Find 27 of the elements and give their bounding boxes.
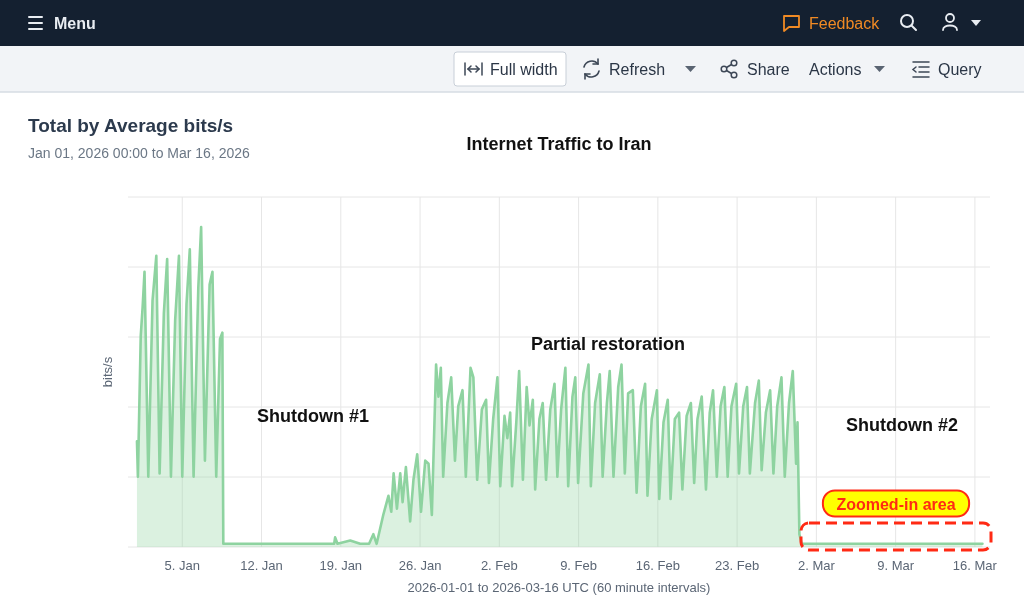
x-tick-label: 2. Mar <box>797 557 836 573</box>
y-axis-title: bits/s <box>99 356 115 388</box>
text: Feedback <box>809 14 881 32</box>
x-tick-label: 9. Mar <box>877 557 915 573</box>
text: Total by Average bits/s <box>28 114 234 136</box>
annotation: Zoomed-in area <box>836 495 956 512</box>
text: Query <box>938 60 982 78</box>
annotation: Shutdown #1 <box>257 406 369 426</box>
annotation: Partial restoration <box>530 334 686 354</box>
x-tick-label: 23. Feb <box>715 557 760 573</box>
x-tick-label: 19. Jan <box>319 557 363 573</box>
text: Refresh <box>609 60 666 78</box>
text: Actions <box>809 60 862 78</box>
x-tick-label: 9. Feb <box>560 557 598 573</box>
x-axis-title: 2026-01-01 to 2026-03-16 UTC (60 minute intervals) <box>407 579 711 595</box>
annotation: Shutdown #2 <box>846 415 958 435</box>
x-tick-label: 12. Jan <box>240 557 283 573</box>
text: Share <box>747 60 790 78</box>
text: Menu <box>54 14 96 32</box>
chart-title: Internet Traffic to Iran <box>466 134 652 154</box>
x-tick-label: 5. Jan <box>164 557 200 573</box>
text: Jan 01, 2026 00:00 to Mar 16, 2026 <box>28 145 251 161</box>
x-tick-label: 26. Jan <box>398 557 442 573</box>
text: Full width <box>490 60 558 78</box>
x-tick-label: 2. Feb <box>480 557 518 573</box>
x-tick-label: 16. Feb <box>635 557 680 573</box>
x-tick-label: 16. Mar <box>952 557 998 573</box>
